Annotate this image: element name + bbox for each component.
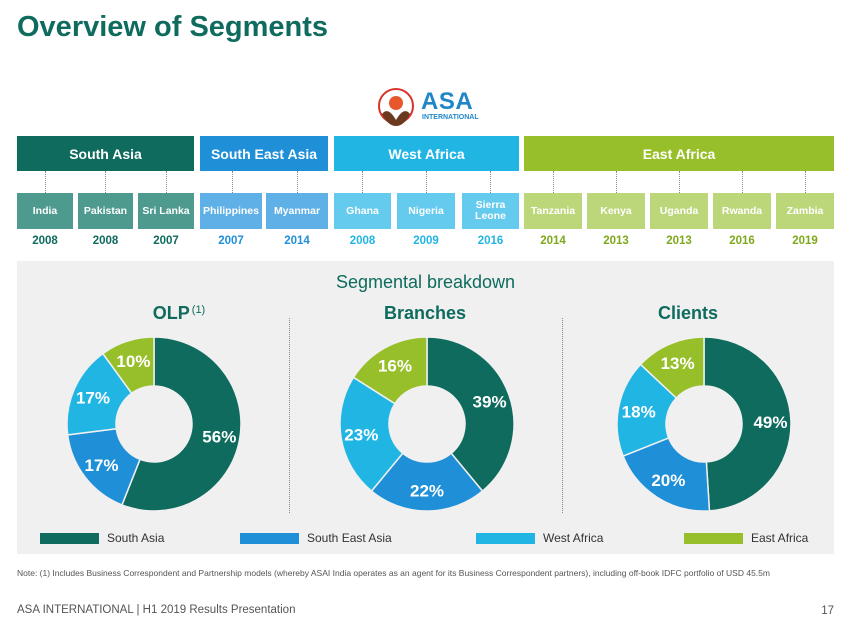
chart-title-clients: Clients — [657, 303, 718, 323]
donut-label-south-east-asia: 17% — [84, 456, 118, 475]
connector-line — [45, 171, 46, 193]
donut-label-east-africa: 10% — [116, 352, 150, 371]
connector-line — [742, 171, 743, 193]
chart-title-olp: OLP (1) — [79, 303, 279, 324]
donut-label-east-africa: 16% — [378, 357, 412, 376]
year-sierra-leone: 2016 — [477, 235, 504, 247]
donut-slice-east-africa — [101, 336, 155, 395]
donut-slice-east-africa — [352, 336, 428, 405]
year-nigeria: 2009 — [413, 235, 439, 247]
legend-label: South East Asia — [307, 531, 392, 545]
asa-emblem-icon — [378, 88, 414, 126]
year-kenya: 2013 — [603, 235, 629, 247]
legend-swatch — [40, 532, 99, 544]
chart-divider — [562, 318, 563, 513]
segmental-breakdown-panel: Segmental breakdown OLP (1) Branches Clie… — [17, 261, 834, 554]
connector-line — [105, 171, 106, 193]
legend-swatch — [476, 532, 535, 544]
legend-item-east-africa: East Africa — [684, 531, 808, 545]
country-zambia: Zambia — [776, 193, 834, 229]
donut-branches: 39% 22% 23% 16% — [339, 336, 515, 512]
year-tanzania: 2014 — [540, 235, 566, 247]
donut-olp: 56% 17% 17% 10% — [66, 336, 242, 512]
country-pakistan: Pakistan — [78, 193, 133, 229]
region-west-africa: West Africa — [334, 136, 519, 171]
connector-line — [166, 171, 167, 193]
year-india: 2008 — [32, 235, 58, 247]
legend-item-west-africa: West Africa — [476, 531, 603, 545]
olp-footnote: (1) — [191, 304, 206, 316]
region-south-east-asia: South East Asia — [200, 136, 328, 171]
donut-label-south-east-asia: 22% — [410, 482, 444, 501]
country-uganda: Uganda — [650, 193, 708, 229]
legend-item-south-asia: South Asia — [40, 531, 164, 545]
year-philippines: 2007 — [218, 235, 244, 247]
donut-slice-south-east-asia — [622, 437, 711, 512]
country-india: India — [17, 193, 73, 229]
chart-divider — [289, 318, 290, 513]
asa-logo: ASA INTERNATIONAL — [376, 86, 486, 130]
logo-subtext: INTERNATIONAL — [422, 114, 479, 121]
connector-line — [805, 171, 806, 193]
footer-text: ASA INTERNATIONAL | H1 2019 Results Pres… — [17, 604, 296, 616]
country-nigeria: Nigeria — [397, 193, 455, 229]
breakdown-title: Segmental breakdown — [335, 272, 516, 292]
legend-label: West Africa — [543, 531, 604, 545]
donut-slice-south-east-asia — [370, 452, 484, 512]
donut-slice-west-africa — [339, 376, 404, 493]
year-myanmar: 2014 — [284, 235, 310, 247]
donut-label-south-asia: 39% — [473, 392, 507, 411]
page-number: 17 — [821, 605, 834, 617]
year-pakistan: 2008 — [92, 235, 119, 247]
donut-label-west-africa: 17% — [76, 389, 110, 408]
country-kenya: Kenya — [587, 193, 645, 229]
connector-line — [232, 171, 233, 193]
donut-label-east-africa: 13% — [661, 354, 695, 373]
footnote: Note: (1) Includes Business Corresponden… — [17, 568, 770, 578]
connector-line — [679, 171, 680, 193]
connector-line — [362, 171, 363, 193]
connector-line — [490, 171, 491, 193]
connector-line — [426, 171, 427, 193]
olp-title: OLP — [152, 303, 190, 323]
page-title: Overview of Segments — [17, 11, 329, 43]
country-myanmar: Myanmar — [266, 193, 328, 229]
country-ghana: Ghana — [334, 193, 391, 229]
donut-slice-south-asia — [120, 336, 242, 512]
legend-swatch — [240, 532, 299, 544]
country-philippines: Philippines — [200, 193, 262, 229]
connector-line — [297, 171, 298, 193]
country-rwanda: Rwanda — [713, 193, 771, 229]
donut-slice-east-africa — [639, 336, 705, 400]
connector-line — [616, 171, 617, 193]
year-sri-lanka: 2007 — [153, 235, 179, 247]
donut-label-west-africa: 23% — [344, 425, 378, 444]
country-sierra-leone: Sierra Leone — [462, 193, 519, 229]
legend-item-south-east-asia: South East Asia — [240, 531, 392, 545]
country-sri-lanka: Sri Lanka — [138, 193, 194, 229]
year-zambia: 2019 — [792, 235, 818, 247]
year-ghana: 2008 — [349, 235, 376, 247]
country-tanzania: Tanzania — [524, 193, 582, 229]
connector-line — [553, 171, 554, 193]
region-east-africa: East Africa — [524, 136, 834, 171]
logo-text: ASA — [421, 88, 474, 115]
legend-label: East Africa — [751, 531, 809, 545]
donut-slice-south-asia — [703, 336, 792, 512]
donut-label-south-asia: 56% — [202, 427, 236, 446]
donut-label-south-east-asia: 20% — [651, 471, 685, 490]
donut-slice-south-asia — [426, 336, 515, 493]
donut-label-west-africa: 18% — [622, 403, 656, 422]
legend-label: South Asia — [107, 531, 165, 545]
donut-label-south-asia: 49% — [753, 413, 787, 432]
legend-swatch — [684, 532, 743, 544]
year-rwanda: 2016 — [729, 235, 755, 247]
year-uganda: 2013 — [666, 235, 692, 247]
chart-title-branches: Branches — [383, 303, 467, 323]
donut-clients: 49% 20% 18% 13% — [616, 336, 792, 512]
region-south-asia: South Asia — [17, 136, 194, 171]
